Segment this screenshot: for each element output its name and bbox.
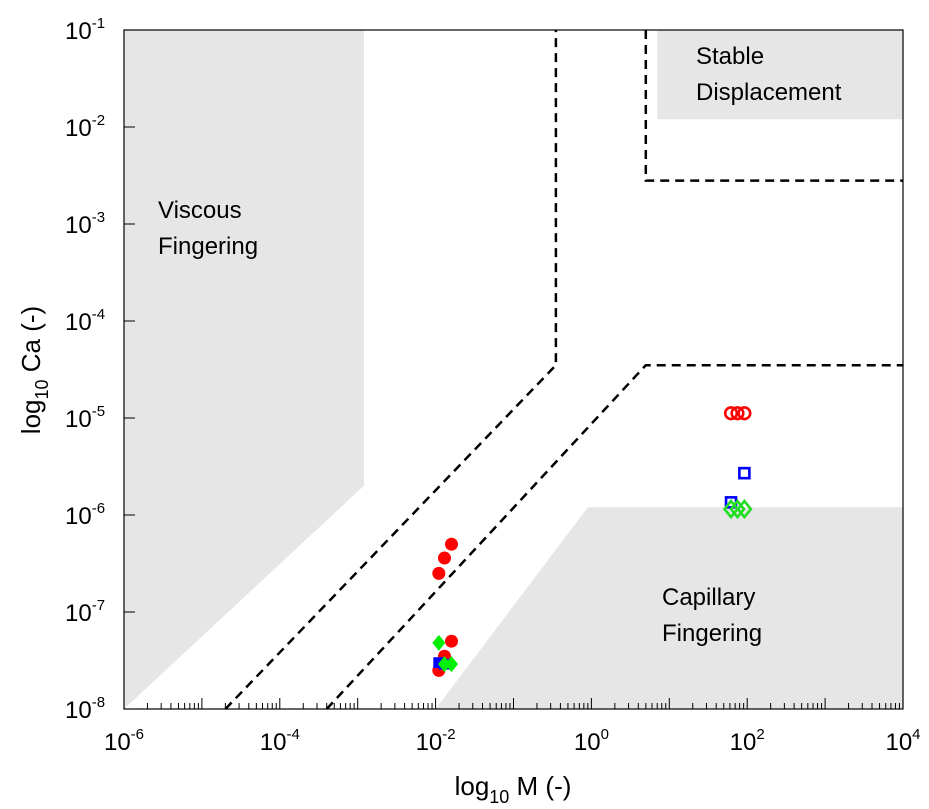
green-filled-diamonds-point-2 — [437, 656, 451, 673]
y-tick-label-exponent: -6 — [92, 500, 105, 517]
region-label-stable-line-1: Stable — [696, 43, 764, 70]
x-tick-label-base: 10 — [730, 729, 757, 756]
x-tick-label: 10-4 — [260, 726, 300, 756]
y-tick-label-base: 10 — [65, 503, 92, 530]
green-filled-diamonds-point-3 — [445, 656, 459, 673]
green-filled-diamonds — [432, 634, 459, 673]
region-label-stable-line-2: Displacement — [696, 79, 842, 106]
regions — [124, 30, 903, 709]
y-tick-label: 10-7 — [65, 597, 105, 627]
x-tick-label-exponent: -2 — [442, 726, 455, 743]
y-tick-label-base: 10 — [65, 697, 92, 724]
x-tick-label-exponent: 2 — [756, 726, 764, 743]
data-series — [432, 406, 753, 677]
y-tick-label-base: 10 — [65, 406, 92, 433]
region-label-capillary-line-1: Capillary — [662, 584, 755, 611]
y-axis-ticks — [124, 29, 135, 710]
region-capillary — [435, 507, 903, 709]
x-tick-label-base: 10 — [260, 729, 287, 756]
y-tick-label: 10-5 — [65, 403, 105, 433]
region-label-viscous-line-1: Viscous — [158, 197, 242, 224]
green-open-diamonds-point-3 — [736, 499, 753, 520]
region-viscous — [124, 30, 364, 709]
green-open-diamonds-point-1 — [722, 499, 740, 520]
y-tick-label: 10-3 — [65, 209, 105, 239]
x-tick-label-exponent: -4 — [286, 726, 299, 743]
x-axis-ticks — [123, 698, 904, 709]
y-tick-label: 10-4 — [65, 306, 105, 336]
region-label-viscous-line-2: Fingering — [158, 233, 258, 260]
x-tick-label: 102 — [730, 726, 765, 756]
y-tick-label-exponent: -8 — [92, 694, 105, 711]
green-open-diamonds — [722, 499, 753, 520]
red-filled-circles-point-6 — [445, 634, 459, 648]
red-open-circles-point-2 — [730, 406, 745, 421]
x-tick-label: 10-2 — [416, 726, 456, 756]
red-open-circles — [723, 406, 752, 421]
blue-filled-squares-point-1 — [433, 657, 445, 669]
y-axis-label: log10 Ca (-) — [16, 306, 52, 434]
x-axis-tick-labels: 10-6 10-4 10-2 100 102 104 — [104, 726, 921, 756]
y-tick-label: 10-8 — [65, 694, 105, 724]
stable-boundary-line — [644, 30, 903, 182]
region-label-capillary-line-2: Fingering — [662, 620, 762, 647]
y-tick-label: 10-1 — [65, 15, 105, 45]
x-tick-label-exponent: -6 — [131, 726, 144, 743]
green-filled-diamonds-point-1 — [432, 634, 446, 651]
x-tick-label-base: 10 — [416, 729, 443, 756]
y-tick-label-exponent: -7 — [92, 597, 105, 614]
y-tick-label: 10-6 — [65, 500, 105, 530]
y-axis-tick-labels: 10-810-710-610-510-410-310-210-1 — [65, 15, 105, 724]
x-tick-label: 104 — [885, 726, 920, 756]
red-open-circles-point-3 — [737, 406, 752, 421]
right-boundary-line — [325, 363, 903, 710]
red-filled-circles-point-1 — [432, 566, 446, 580]
region-labels: Viscous Fingering Capillary Fingering Stable… — [158, 43, 842, 647]
y-tick-label-base: 10 — [65, 115, 92, 142]
y-tick-label-base: 10 — [65, 309, 92, 336]
x-tick-label: 100 — [574, 726, 609, 756]
red-filled-circles-point-2 — [437, 551, 451, 565]
y-tick-label-base: 10 — [65, 18, 92, 45]
y-tick-label-exponent: -4 — [92, 306, 105, 323]
x-tick-label-exponent: 4 — [912, 726, 920, 743]
left-boundary-line — [224, 30, 558, 710]
y-tick-label-exponent: -3 — [92, 209, 105, 226]
x-tick-label-base: 10 — [885, 729, 912, 756]
red-filled-circles-point-3 — [445, 537, 459, 551]
x-tick-label-base: 10 — [104, 729, 131, 756]
y-tick-label: 10-2 — [65, 112, 105, 142]
x-axis-label: log10 M (-) — [455, 771, 572, 807]
y-tick-label-base: 10 — [65, 212, 92, 239]
red-open-circles-point-1 — [723, 406, 739, 421]
green-open-diamonds-point-2 — [729, 499, 746, 520]
y-tick-label-exponent: -5 — [92, 403, 105, 420]
y-tick-label-exponent: -1 — [92, 15, 105, 32]
y-tick-label-base: 10 — [65, 600, 92, 627]
region-stable — [657, 30, 903, 120]
x-tick-label: 10-6 — [104, 726, 144, 756]
x-tick-label-base: 10 — [574, 729, 601, 756]
y-tick-label-exponent: -2 — [92, 112, 105, 129]
blue-open-squares-point-2 — [738, 466, 751, 480]
boundary-lines — [224, 30, 903, 710]
x-tick-label-exponent: 0 — [601, 726, 609, 743]
